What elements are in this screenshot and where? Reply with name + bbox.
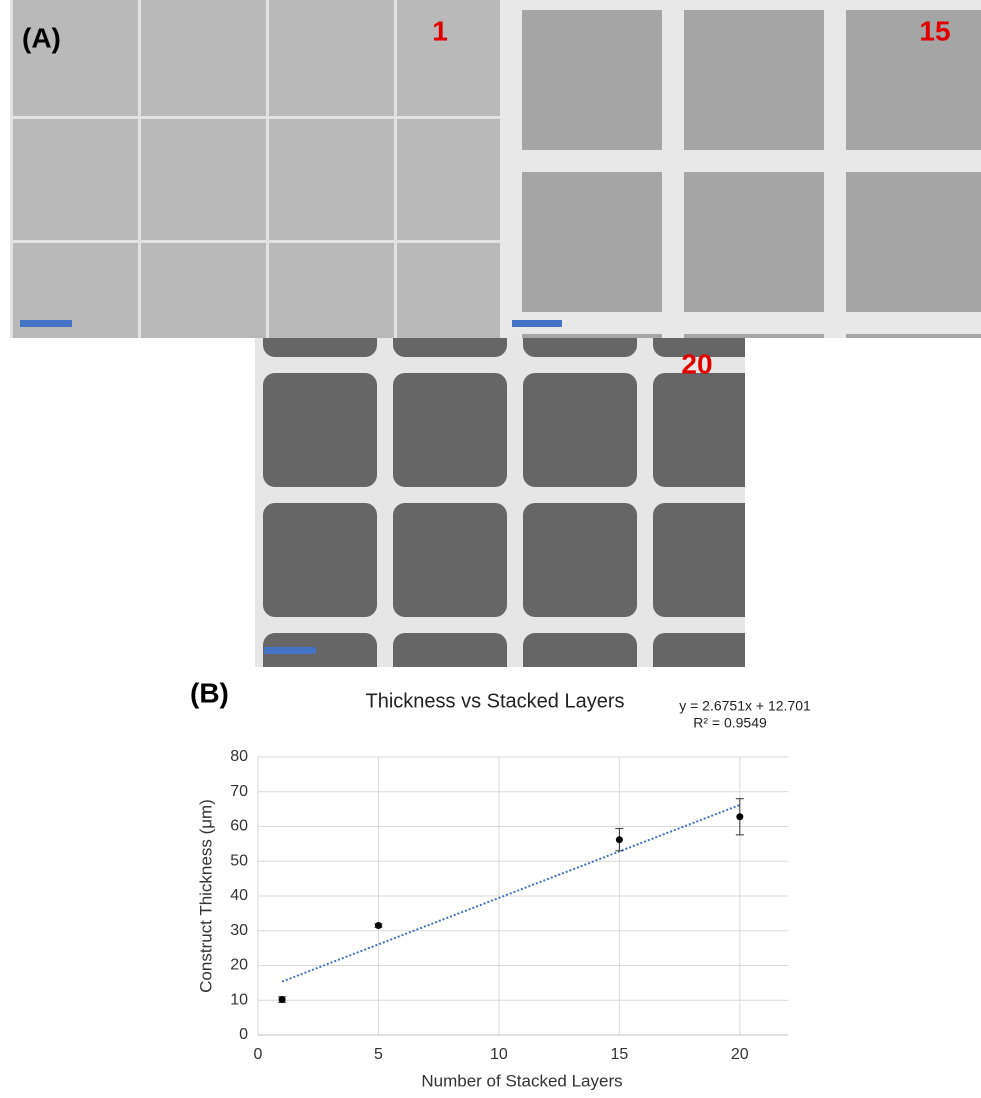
y-tick-label: 40 (230, 887, 248, 904)
sem-image (255, 338, 745, 667)
trendline-r2: R² = 0.9549 (693, 715, 767, 731)
x-axis-title: Number of Stacked Layers (421, 1071, 622, 1090)
x-tick-label: 20 (731, 1046, 749, 1063)
y-tick-label: 80 (230, 748, 248, 765)
y-tick-label: 0 (239, 1026, 248, 1043)
x-tick-label: 0 (254, 1046, 263, 1063)
y-tick-label: 50 (230, 852, 248, 869)
panel-label: (B) (190, 677, 229, 708)
sem-image (10, 0, 500, 338)
trendline-equation: y = 2.6751x + 12.701 (679, 698, 811, 714)
scale-bar (20, 320, 72, 327)
y-tick-label: 60 (230, 818, 248, 835)
y-tick-label: 10 (230, 991, 248, 1008)
point (615, 836, 623, 844)
y-tick-label: 70 (230, 783, 248, 800)
x-tick-label: 10 (490, 1046, 508, 1063)
chart-title: Thickness vs Stacked Layers (366, 690, 625, 712)
scale-bar (512, 320, 562, 327)
trendline (281, 804, 741, 983)
point (278, 996, 286, 1004)
image-label: 1 (432, 15, 448, 46)
y-axis-title: Construct Thickness (μm) (196, 799, 215, 993)
image-label: 15 (919, 15, 950, 46)
scale-bar (264, 647, 316, 654)
sem-image (500, 0, 981, 338)
panel-label: (A) (22, 22, 61, 53)
y-tick-label: 30 (230, 922, 248, 939)
y-tick-label: 20 (230, 957, 248, 974)
image-label: 20 (681, 348, 712, 379)
point (374, 922, 382, 930)
x-tick-label: 5 (374, 1046, 383, 1063)
x-tick-label: 15 (610, 1046, 628, 1063)
point (736, 813, 744, 821)
